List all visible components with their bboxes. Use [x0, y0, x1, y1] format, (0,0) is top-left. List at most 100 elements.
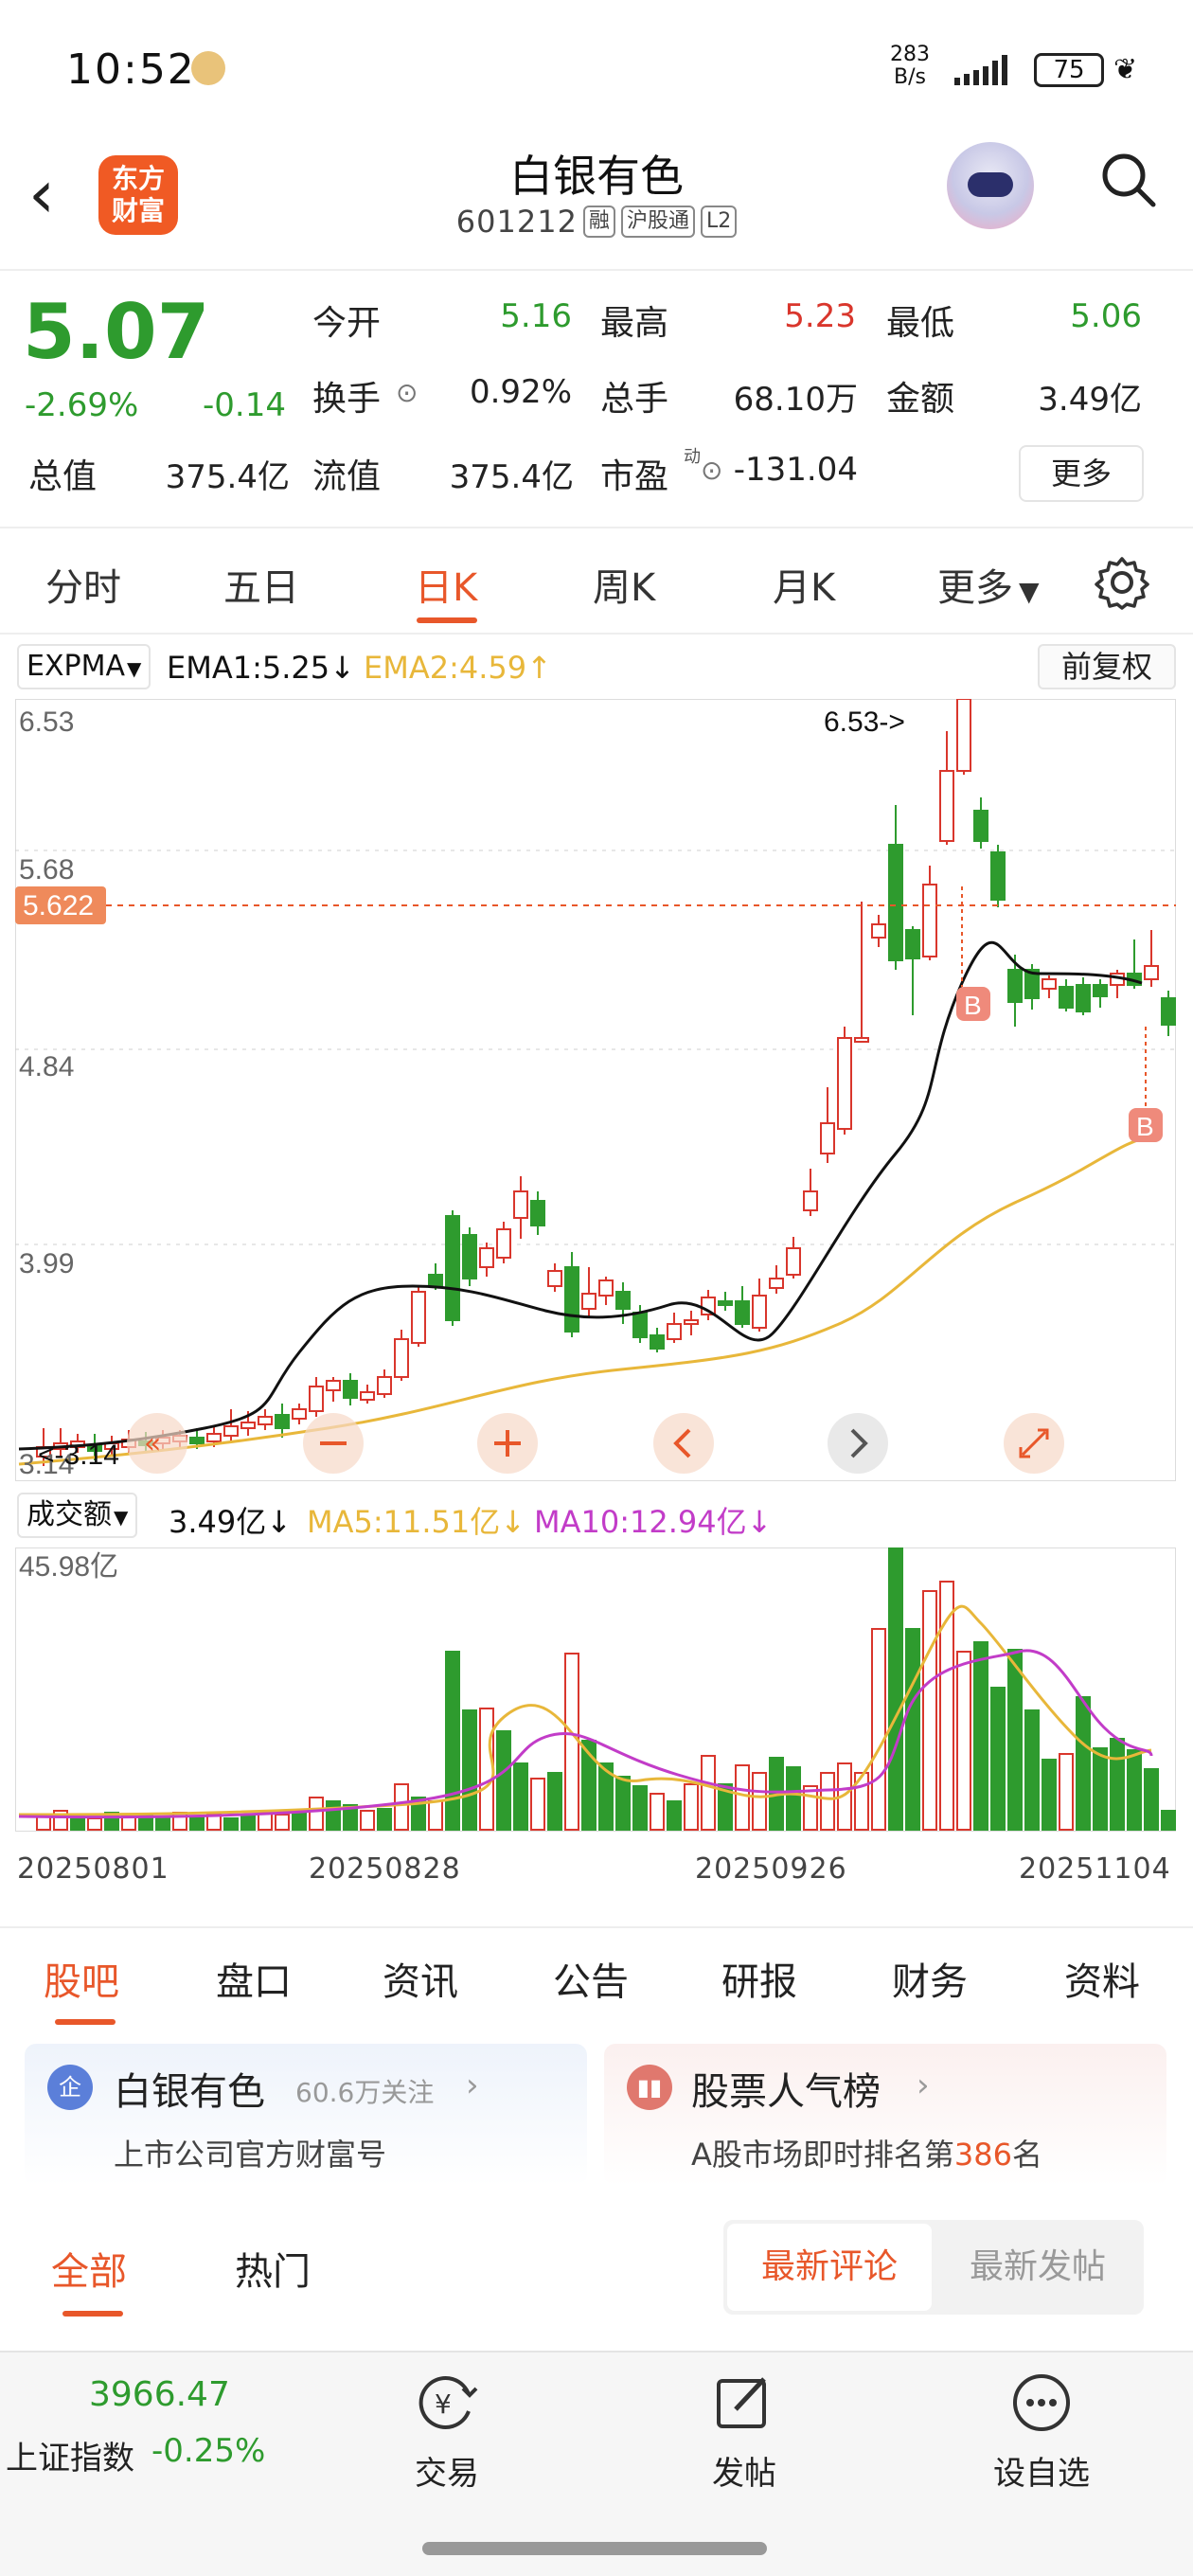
tab-monthly-k[interactable]: 月K [773, 566, 836, 610]
tab-news[interactable]: 资讯 [383, 1960, 458, 2004]
volume-bar [155, 1817, 170, 1831]
content-tabs: 股吧 盘口 资讯 公告 研报 财务 资料 [0, 1926, 1193, 2030]
sort-segmented-control: 最新评论 最新发帖 [723, 2220, 1144, 2315]
volume-selector[interactable]: 成交额 ▼ [17, 1493, 138, 1538]
candle-body [786, 1247, 801, 1276]
volume-bar [786, 1766, 801, 1831]
volume-bar [990, 1687, 1006, 1831]
tab-financials[interactable]: 财务 [892, 1960, 968, 2004]
sort-latest-post[interactable]: 最新发帖 [969, 2247, 1106, 2286]
candle-body [820, 1122, 835, 1154]
bottom-nav: 3966.47 上证指数 -0.25% ¥ 交易 发帖 设自选 [0, 2351, 1193, 2576]
ema1-readout: EMA1:5.25↓ [167, 650, 355, 686]
tab-more-periods[interactable]: 更多 ▼ [937, 557, 1040, 612]
volume-bar [888, 1547, 903, 1831]
candle-body [530, 1200, 545, 1226]
gear-icon[interactable] [1095, 555, 1149, 610]
pe-label: 市盈 [600, 457, 669, 496]
compose-button[interactable]: 发帖 [668, 2371, 820, 2494]
volume-bar [275, 1814, 290, 1831]
candle-body [1161, 997, 1176, 1026]
candle-body [803, 1190, 818, 1211]
logo-line2: 财富 [111, 195, 165, 226]
indicator-selector[interactable]: EXPMA ▼ [17, 644, 151, 689]
candle-body [718, 1300, 733, 1306]
app-notification-icon [191, 51, 225, 85]
tab-forum[interactable]: 股吧 [44, 1960, 119, 2004]
candle-body [1007, 969, 1023, 1003]
candle-body [922, 884, 937, 957]
tab-daily-k[interactable]: 日K [415, 566, 478, 610]
pan-right-icon [828, 1413, 888, 1474]
volume-bar [684, 1783, 699, 1831]
tag-connect: 沪股通 [620, 206, 695, 238]
candle-body [752, 1295, 767, 1329]
tab-all[interactable]: 全部 [51, 2250, 127, 2294]
volume-bar [547, 1772, 562, 1831]
volume-bar [292, 1810, 307, 1831]
volume-bar [343, 1804, 358, 1831]
eastmoney-logo[interactable]: 东方 财富 [98, 155, 178, 235]
volume-bar [1161, 1810, 1176, 1831]
candle-body [343, 1380, 358, 1399]
tab-intraday[interactable]: 分时 [45, 566, 121, 610]
chevron-right-icon: › [466, 2066, 479, 2104]
quote-panel: 5.07 -2.69% -0.14 今开 5.16 最高 5.23 最低 5.0… [0, 273, 1193, 528]
pe-info-icon[interactable]: ⊙ [701, 455, 723, 486]
candle-body [360, 1391, 375, 1401]
caret-down-icon: ▼ [114, 1506, 129, 1529]
more-quote-button[interactable]: 更多 [1019, 445, 1144, 502]
volume-bar [1007, 1649, 1023, 1831]
y-axis-label: 3.14 [19, 1449, 74, 1480]
stock-name: 白银有色 [509, 151, 684, 202]
caret-down-icon: ▼ [1019, 576, 1040, 607]
tab-announcements[interactable]: 公告 [553, 1960, 629, 2004]
tab-five-day[interactable]: 五日 [223, 566, 299, 610]
company-account-card[interactable]: 企 白银有色 60.6万关注 › 上市公司官方财富号 [25, 2044, 587, 2186]
amount-value: 3.49亿 [1038, 381, 1142, 419]
tab-weekly-k[interactable]: 周K [593, 566, 656, 610]
trade-button[interactable]: ¥ 交易 [371, 2371, 523, 2494]
volume-bar [530, 1778, 545, 1831]
svg-text:B: B [964, 991, 982, 1020]
candle-body [735, 1300, 750, 1325]
indicator-row: EXPMA ▼ EMA1:5.25↓ EMA2:4.59↑ 前复权 [0, 640, 1193, 693]
tab-profile[interactable]: 资料 [1064, 1960, 1140, 2004]
volume-bar [735, 1764, 750, 1831]
volume-bar [258, 1812, 273, 1831]
volume-bar [718, 1783, 733, 1831]
float-value: 375.4亿 [449, 458, 574, 496]
more-dots-icon [1013, 2374, 1070, 2431]
kline-chart[interactable]: 5.622 6.53 5.68 4.84 3.99 3.14 6.53-> <-… [15, 699, 1176, 1481]
tab-hot[interactable]: 热门 [235, 2250, 311, 2294]
volume-bar [309, 1797, 324, 1831]
tab-research[interactable]: 研报 [721, 1960, 797, 2004]
turnover-value: 0.92% [469, 373, 572, 411]
network-speed-unit: B/s [894, 65, 926, 89]
candle-body [411, 1291, 426, 1344]
candle-body [513, 1190, 528, 1219]
candle-body [445, 1215, 460, 1321]
status-time: 10:52 [66, 45, 196, 94]
home-indicator[interactable] [422, 2542, 767, 2555]
compose-label: 发帖 [712, 2455, 776, 2493]
volume-bar [513, 1762, 528, 1831]
robot-avatar-icon[interactable] [947, 142, 1034, 229]
volume-chart[interactable]: 45.98亿 [15, 1547, 1176, 1832]
low-value: 5.06 [1070, 297, 1142, 335]
info-circle-icon[interactable]: ⊙ [396, 377, 418, 408]
sort-latest-comment[interactable]: 最新评论 [727, 2224, 932, 2311]
tab-order-book[interactable]: 盘口 [216, 1960, 292, 2004]
candle-body [547, 1270, 562, 1287]
ema1-arrow: ↓ [329, 650, 355, 686]
popularity-rank-card[interactable]: ▮▮ 股票人气榜 › A股市场即时排名第386名 [604, 2044, 1166, 2186]
chevron-left-icon[interactable]: ‹ [28, 155, 55, 233]
add-watchlist-button[interactable]: 设自选 [966, 2371, 1117, 2494]
volume-bar [428, 1800, 443, 1831]
mktcap-label: 总值 [28, 457, 98, 496]
search-icon[interactable] [1098, 150, 1159, 210]
volume-bar [581, 1740, 596, 1831]
candle-body [496, 1228, 511, 1259]
adjustment-button[interactable]: 前复权 [1038, 644, 1176, 689]
pe-value: -131.04 [733, 451, 858, 489]
